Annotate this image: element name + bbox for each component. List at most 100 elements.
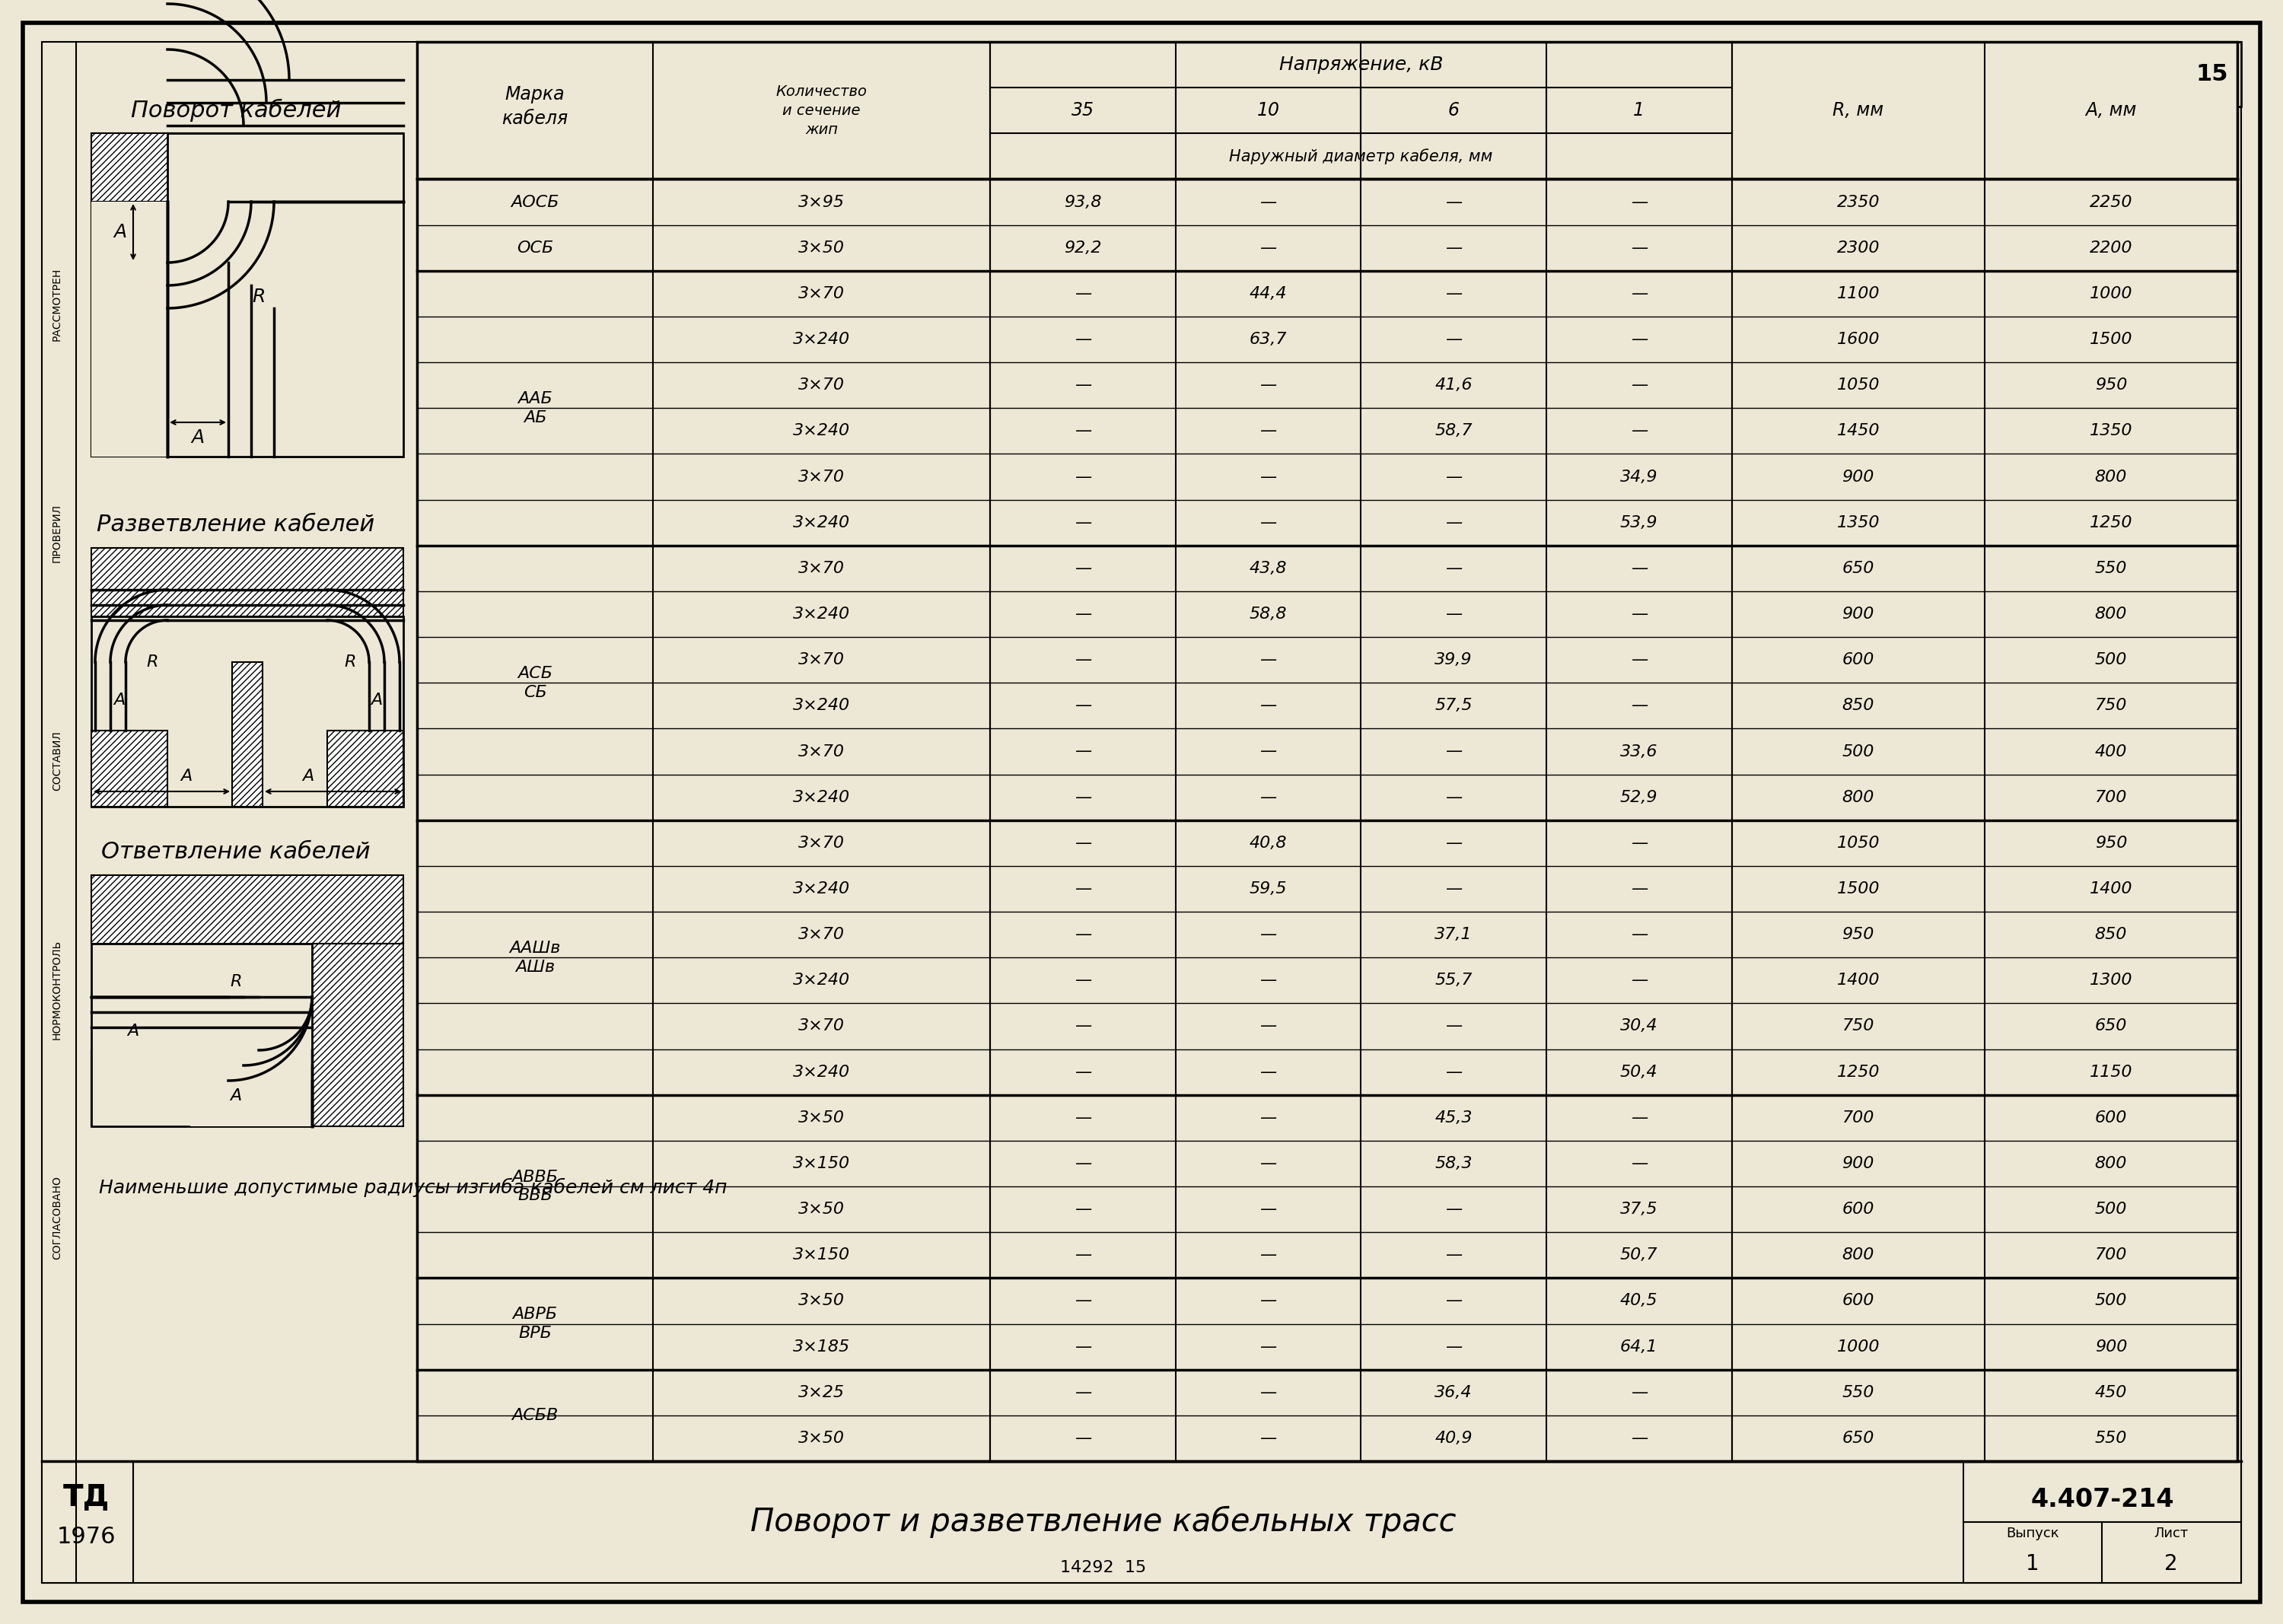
Text: 2350: 2350	[1836, 195, 1879, 209]
Text: —: —	[1445, 1202, 1461, 1216]
Text: 52,9: 52,9	[1621, 789, 1657, 806]
Text: —: —	[1075, 1111, 1091, 1125]
Text: —: —	[1260, 424, 1276, 438]
Text: 1400: 1400	[1836, 973, 1879, 987]
Text: —: —	[1445, 286, 1461, 302]
Text: 1600: 1600	[1836, 331, 1879, 348]
Text: —: —	[1260, 1431, 1276, 1445]
Text: 3×240: 3×240	[792, 789, 849, 806]
Text: 3×70: 3×70	[799, 560, 845, 577]
Text: —: —	[1075, 653, 1091, 667]
Text: 900: 900	[2096, 1340, 2128, 1354]
Bar	[167, 201, 404, 456]
Text: Марка
кабеля: Марка кабеля	[502, 86, 568, 128]
Text: 58,8: 58,8	[1249, 606, 1288, 622]
Text: 1976: 1976	[57, 1527, 116, 1548]
Text: 3×70: 3×70	[799, 378, 845, 393]
Text: —: —	[1260, 1156, 1276, 1171]
Text: 2200: 2200	[2089, 240, 2132, 255]
Text: —: —	[1260, 1064, 1276, 1080]
Text: A: A	[192, 429, 205, 447]
Bar	[91, 617, 404, 807]
Text: 500: 500	[1842, 744, 1874, 758]
Text: Выпуск: Выпуск	[2007, 1527, 2059, 1540]
Text: 3×70: 3×70	[799, 469, 845, 484]
Text: 40,9: 40,9	[1434, 1431, 1473, 1445]
Text: 2250: 2250	[2089, 195, 2132, 209]
Text: Количество
и сечение
жип: Количество и сечение жип	[776, 84, 868, 136]
Text: 700: 700	[2096, 789, 2128, 806]
Text: 1450: 1450	[1836, 424, 1879, 438]
Text: 36,4: 36,4	[1434, 1385, 1473, 1400]
Text: —: —	[1445, 1293, 1461, 1309]
Text: 1250: 1250	[2089, 515, 2132, 529]
Text: Поворот кабелей: Поворот кабелей	[130, 99, 340, 122]
Text: РАССМОТРЕН: РАССМОТРЕН	[53, 268, 62, 341]
Text: A: A	[301, 768, 315, 784]
Text: —: —	[1075, 835, 1091, 851]
Text: 50,4: 50,4	[1621, 1064, 1657, 1080]
Text: 59,5: 59,5	[1249, 882, 1288, 896]
Text: СОГЛАСОВАНО: СОГЛАСОВАНО	[53, 1176, 62, 1260]
Text: 1050: 1050	[1836, 378, 1879, 393]
Text: 3×240: 3×240	[792, 1064, 849, 1080]
Text: 57,5: 57,5	[1434, 698, 1473, 713]
Text: 30,4: 30,4	[1621, 1018, 1657, 1034]
Text: —: —	[1445, 606, 1461, 622]
Text: 1350: 1350	[1836, 515, 1879, 529]
Text: 41,6: 41,6	[1434, 378, 1473, 393]
Text: 44,4: 44,4	[1249, 286, 1288, 302]
Text: —: —	[1630, 882, 1648, 896]
Text: —: —	[1630, 835, 1648, 851]
Text: 800: 800	[1842, 1247, 1874, 1263]
Text: —: —	[1445, 835, 1461, 851]
Bar	[418, 42, 2237, 1462]
Text: 450: 450	[2096, 1385, 2128, 1400]
Text: —: —	[1630, 1431, 1648, 1445]
Text: 600: 600	[1842, 1202, 1874, 1216]
Text: 750: 750	[1842, 1018, 1874, 1034]
Text: 1500: 1500	[1836, 882, 1879, 896]
Text: —: —	[1075, 1431, 1091, 1445]
Text: 700: 700	[1842, 1111, 1874, 1125]
Bar	[233, 663, 263, 807]
Text: R: R	[231, 974, 242, 989]
Text: Напряжение, кВ: Напряжение, кВ	[1278, 55, 1443, 73]
Text: 950: 950	[2096, 378, 2128, 393]
Text: 10: 10	[1256, 101, 1278, 120]
Text: —: —	[1075, 882, 1091, 896]
Text: АСБ
СБ: АСБ СБ	[518, 666, 552, 700]
Text: 3×240: 3×240	[792, 424, 849, 438]
Text: A: A	[231, 1088, 242, 1103]
Text: 3×70: 3×70	[799, 286, 845, 302]
Text: —: —	[1075, 1202, 1091, 1216]
Text: A: A	[114, 222, 128, 242]
Text: 950: 950	[2096, 835, 2128, 851]
Text: 500: 500	[2096, 1202, 2128, 1216]
Text: —: —	[1630, 560, 1648, 577]
Text: 3×25: 3×25	[799, 1385, 845, 1400]
Text: 3×50: 3×50	[799, 1293, 845, 1309]
Text: 3×240: 3×240	[792, 698, 849, 713]
Text: —: —	[1075, 973, 1091, 987]
Text: —: —	[1445, 744, 1461, 758]
Text: 1: 1	[2025, 1553, 2039, 1575]
Text: —: —	[1445, 560, 1461, 577]
Text: АВВБ
ВВБ: АВВБ ВВБ	[511, 1169, 559, 1203]
Text: —: —	[1445, 1340, 1461, 1354]
Text: 900: 900	[1842, 606, 1874, 622]
Text: 3×240: 3×240	[792, 331, 849, 348]
Text: 58,7: 58,7	[1434, 424, 1473, 438]
Text: Наименьшие допустимые радиусы изгиба кабелей см лист 4п: Наименьшие допустимые радиусы изгиба каб…	[98, 1177, 726, 1197]
Text: 92,2: 92,2	[1064, 240, 1103, 255]
Text: 3×240: 3×240	[792, 882, 849, 896]
Text: —: —	[1075, 1340, 1091, 1354]
Text: —: —	[1260, 653, 1276, 667]
Text: —: —	[1075, 744, 1091, 758]
Text: —: —	[1445, 240, 1461, 255]
Text: Поворот и разветвление кабельных трасс: Поворот и разветвление кабельных трасс	[751, 1505, 1457, 1538]
Text: —: —	[1075, 606, 1091, 622]
Text: 4.407-214: 4.407-214	[2030, 1486, 2173, 1512]
Text: A: A	[114, 692, 126, 708]
Text: ТД: ТД	[62, 1483, 110, 1512]
